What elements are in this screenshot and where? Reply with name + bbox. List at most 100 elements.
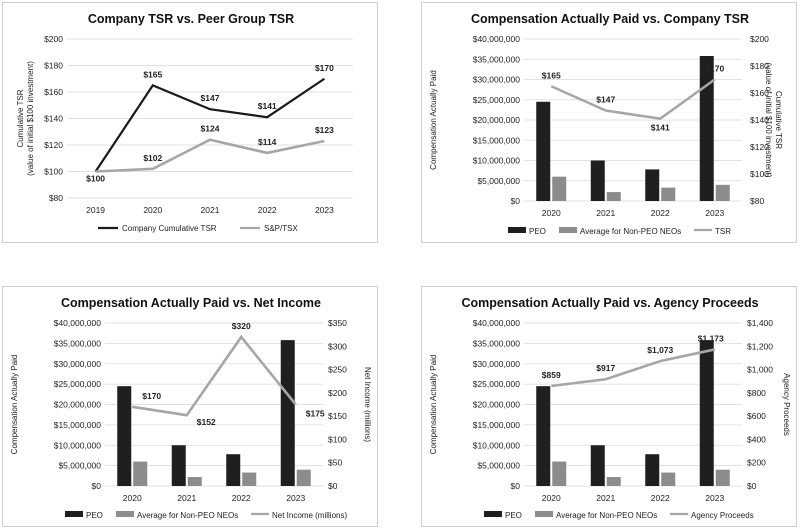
x-tick-label: 2022 [651, 208, 670, 218]
y2-tick-label: $120 [750, 142, 769, 152]
y2-tick-label: $400 [747, 434, 766, 444]
data-label: $100 [86, 174, 105, 184]
data-label: $175 [306, 409, 325, 419]
y2-axis-title-line: (value of initial $100 investment) [764, 63, 773, 178]
y-tick-label: $200 [44, 34, 63, 44]
x-tick-label: 2023 [286, 493, 305, 503]
legend-swatch [116, 511, 134, 517]
chart-company-tsr-vs-peer: Company TSR vs. Peer Group TSR $80 $100 $12… [2, 2, 378, 243]
y-tick-label: $35,000,000 [473, 54, 521, 64]
y-axis-title: Compensation Actually Paid [10, 355, 19, 455]
data-label: $147 [201, 93, 220, 103]
bar-peo [171, 445, 186, 486]
legend-swatch [65, 511, 83, 517]
x-tick-label: 2023 [315, 205, 334, 215]
bar-non-peo [661, 472, 676, 486]
data-label: $170 [315, 63, 334, 73]
x-tick-label: 2023 [705, 493, 724, 503]
y-tick-label: $0 [511, 481, 521, 491]
y-tick-label: $5,000,000 [477, 176, 520, 186]
data-label: $152 [197, 417, 216, 427]
y2-axis-title: Cumulative TSR(value of initial $100 inv… [764, 63, 783, 178]
x-tick-label: 2020 [542, 493, 561, 503]
y2-tick-label: $160 [750, 88, 769, 98]
bar-non-peo [606, 477, 621, 486]
y-tick-label: $25,000,000 [473, 379, 521, 389]
legend-label: Average for Non-PEO NEOs [580, 227, 681, 236]
y-tick-label: $30,000,000 [473, 75, 521, 85]
y2-tick-label: $140 [750, 115, 769, 125]
x-tick-label: 2019 [86, 205, 105, 215]
y2-tick-label: $350 [328, 318, 347, 328]
chart-title: Company TSR vs. Peer Group TSR [88, 12, 294, 26]
chart-svg: Company TSR vs. Peer Group TSR $80 $100 $12… [16, 12, 353, 233]
y-tick-label: $120 [44, 140, 63, 150]
x-tick-label: 2022 [232, 493, 251, 503]
y-axis-title: Compensation Actually Paid [429, 70, 438, 170]
y2-axis-title: Agency Proceeds [782, 373, 791, 436]
y-tick-label: $5,000,000 [477, 461, 520, 471]
x-tick-label: 2021 [201, 205, 220, 215]
chart-title: Compensation Actually Paid vs. Net Incom… [61, 296, 321, 310]
y-tick-label: $140 [44, 114, 63, 124]
bar-peo [226, 454, 241, 486]
legend-label: S&P/TSX [264, 224, 298, 233]
data-label: $123 [315, 125, 334, 135]
series-line [551, 348, 716, 388]
y-tick-label: $10,000,000 [473, 156, 521, 166]
data-label: $1,173 [698, 333, 724, 343]
legend-swatch [535, 511, 553, 517]
y-tick-label: $15,000,000 [54, 420, 102, 430]
bar-non-peo [661, 187, 676, 201]
legend-swatch [508, 227, 526, 233]
legend-label: Agency Proceeds [691, 511, 754, 520]
y2-tick-label: $600 [747, 411, 766, 421]
y-tick-label: $35,000,000 [473, 338, 521, 348]
y2-tick-label: $0 [328, 481, 338, 491]
y-tick-label: $15,000,000 [473, 420, 521, 430]
y2-axis-title-line: Cumulative TSR [774, 91, 783, 149]
bar-peo [699, 340, 714, 486]
y-tick-label: $25,000,000 [54, 379, 102, 389]
chart-cap-vs-net-income: Compensation Actually Paid vs. Net Incom… [2, 286, 378, 527]
data-label: $859 [542, 370, 561, 380]
x-tick-label: 2022 [258, 205, 277, 215]
chart-cap-vs-company-tsr: Compensation Actually Paid vs. Company T… [421, 2, 797, 243]
y-axis-title-line: (value of initial $100 investment) [26, 61, 35, 176]
bar-peo [536, 386, 551, 486]
bar-non-peo [606, 192, 621, 201]
y2-tick-label: $200 [750, 34, 769, 44]
series-line-sp-tsx [95, 138, 325, 173]
x-tick-label: 2021 [596, 208, 615, 218]
legend-label: PEO [505, 511, 522, 520]
x-tick-label: 2020 [542, 208, 561, 218]
data-label: $141 [651, 123, 670, 133]
x-tick-label: 2021 [596, 493, 615, 503]
x-tick-label: 2023 [705, 208, 724, 218]
chart-title: Compensation Actually Paid vs. Agency Pr… [461, 296, 758, 310]
y2-tick-label: $200 [328, 388, 347, 398]
legend-label: PEO [86, 511, 103, 520]
y-tick-label: $15,000,000 [473, 135, 521, 145]
y2-tick-label: $1,200 [747, 341, 773, 351]
y2-tick-label: $1,000 [747, 365, 773, 375]
data-label: $147 [596, 95, 615, 105]
y-tick-label: $5,000,000 [58, 461, 101, 471]
x-tick-label: 2020 [143, 205, 162, 215]
y2-axis-title: Net Income (millions) [363, 367, 372, 442]
y2-tick-label: $100 [328, 434, 347, 444]
x-tick-label: 2020 [123, 493, 142, 503]
y-tick-label: $10,000,000 [473, 440, 521, 450]
bar-non-peo [715, 469, 730, 486]
y2-tick-label: $0 [747, 481, 757, 491]
bar-peo [280, 340, 295, 486]
y2-tick-label: $50 [328, 458, 342, 468]
y2-tick-label: $100 [750, 169, 769, 179]
y-tick-label: $0 [92, 481, 102, 491]
y2-tick-label: $800 [747, 388, 766, 398]
y-tick-label: $10,000,000 [54, 440, 102, 450]
bar-non-peo [552, 176, 567, 201]
data-label: $1,073 [647, 345, 673, 355]
y-tick-label: $35,000,000 [54, 338, 102, 348]
y2-tick-label: $150 [328, 411, 347, 421]
